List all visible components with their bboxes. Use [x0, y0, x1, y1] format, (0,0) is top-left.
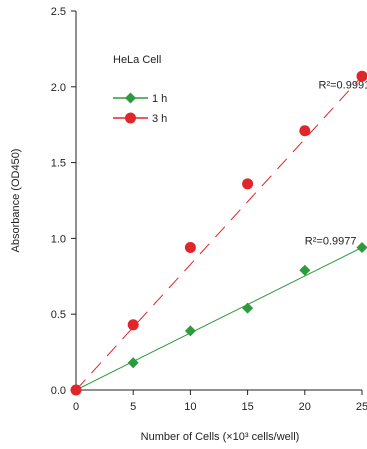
data-point-3h [127, 319, 139, 331]
x-tick-label: 5 [130, 401, 136, 413]
data-point-3h [184, 241, 196, 253]
data-point-1h [356, 241, 367, 253]
y-tick-label: 1.5 [51, 158, 66, 170]
y-tick-label: 2.0 [51, 82, 66, 94]
data-point-3h [356, 70, 367, 82]
legend-marker [125, 92, 136, 104]
r2-label: R²=0.9991 [319, 79, 367, 91]
x-axis-label: Number of Cells (×10³ cells/well) [141, 431, 300, 443]
y-tick-label: 0.0 [51, 385, 66, 397]
legend: 1 h 3 h [113, 92, 167, 125]
y-tick-label: 1.0 [51, 233, 66, 245]
legend-label: 3 h [152, 113, 167, 125]
legend-marker [125, 112, 136, 124]
y-tick-label: 0.5 [51, 309, 66, 321]
plot-axes: 0 5 10 15 20 25 0.0 0.5 1.0 1.5 2.0 2.5 R²=0.9977 R²=… [51, 6, 367, 413]
y-tick-label: 2.5 [51, 6, 66, 18]
data-point-1h [299, 264, 311, 276]
data-markers [70, 70, 367, 396]
legend-label: 1 h [152, 93, 167, 105]
fit-lines [75, 75, 363, 391]
x-tick-label: 0 [73, 401, 79, 413]
data-point-3h [242, 178, 254, 190]
fit-line-3h [75, 75, 363, 391]
data-point-1h [127, 357, 139, 369]
x-tick-label: 15 [241, 401, 253, 413]
data-point-3h [70, 384, 82, 396]
fit-line-1h [75, 247, 363, 391]
data-point-1h [242, 302, 254, 314]
x-tick-label: 20 [299, 401, 311, 413]
x-tick-label: 25 [356, 401, 367, 413]
data-point-1h [184, 325, 196, 337]
chart-annotation-title: HeLa Cell [113, 54, 161, 66]
r2-label: R²=0.9977 [305, 235, 357, 247]
data-point-3h [299, 125, 311, 137]
x-tick-label: 10 [184, 401, 196, 413]
y-axis-label: Absorbance (OD450) [10, 149, 22, 253]
